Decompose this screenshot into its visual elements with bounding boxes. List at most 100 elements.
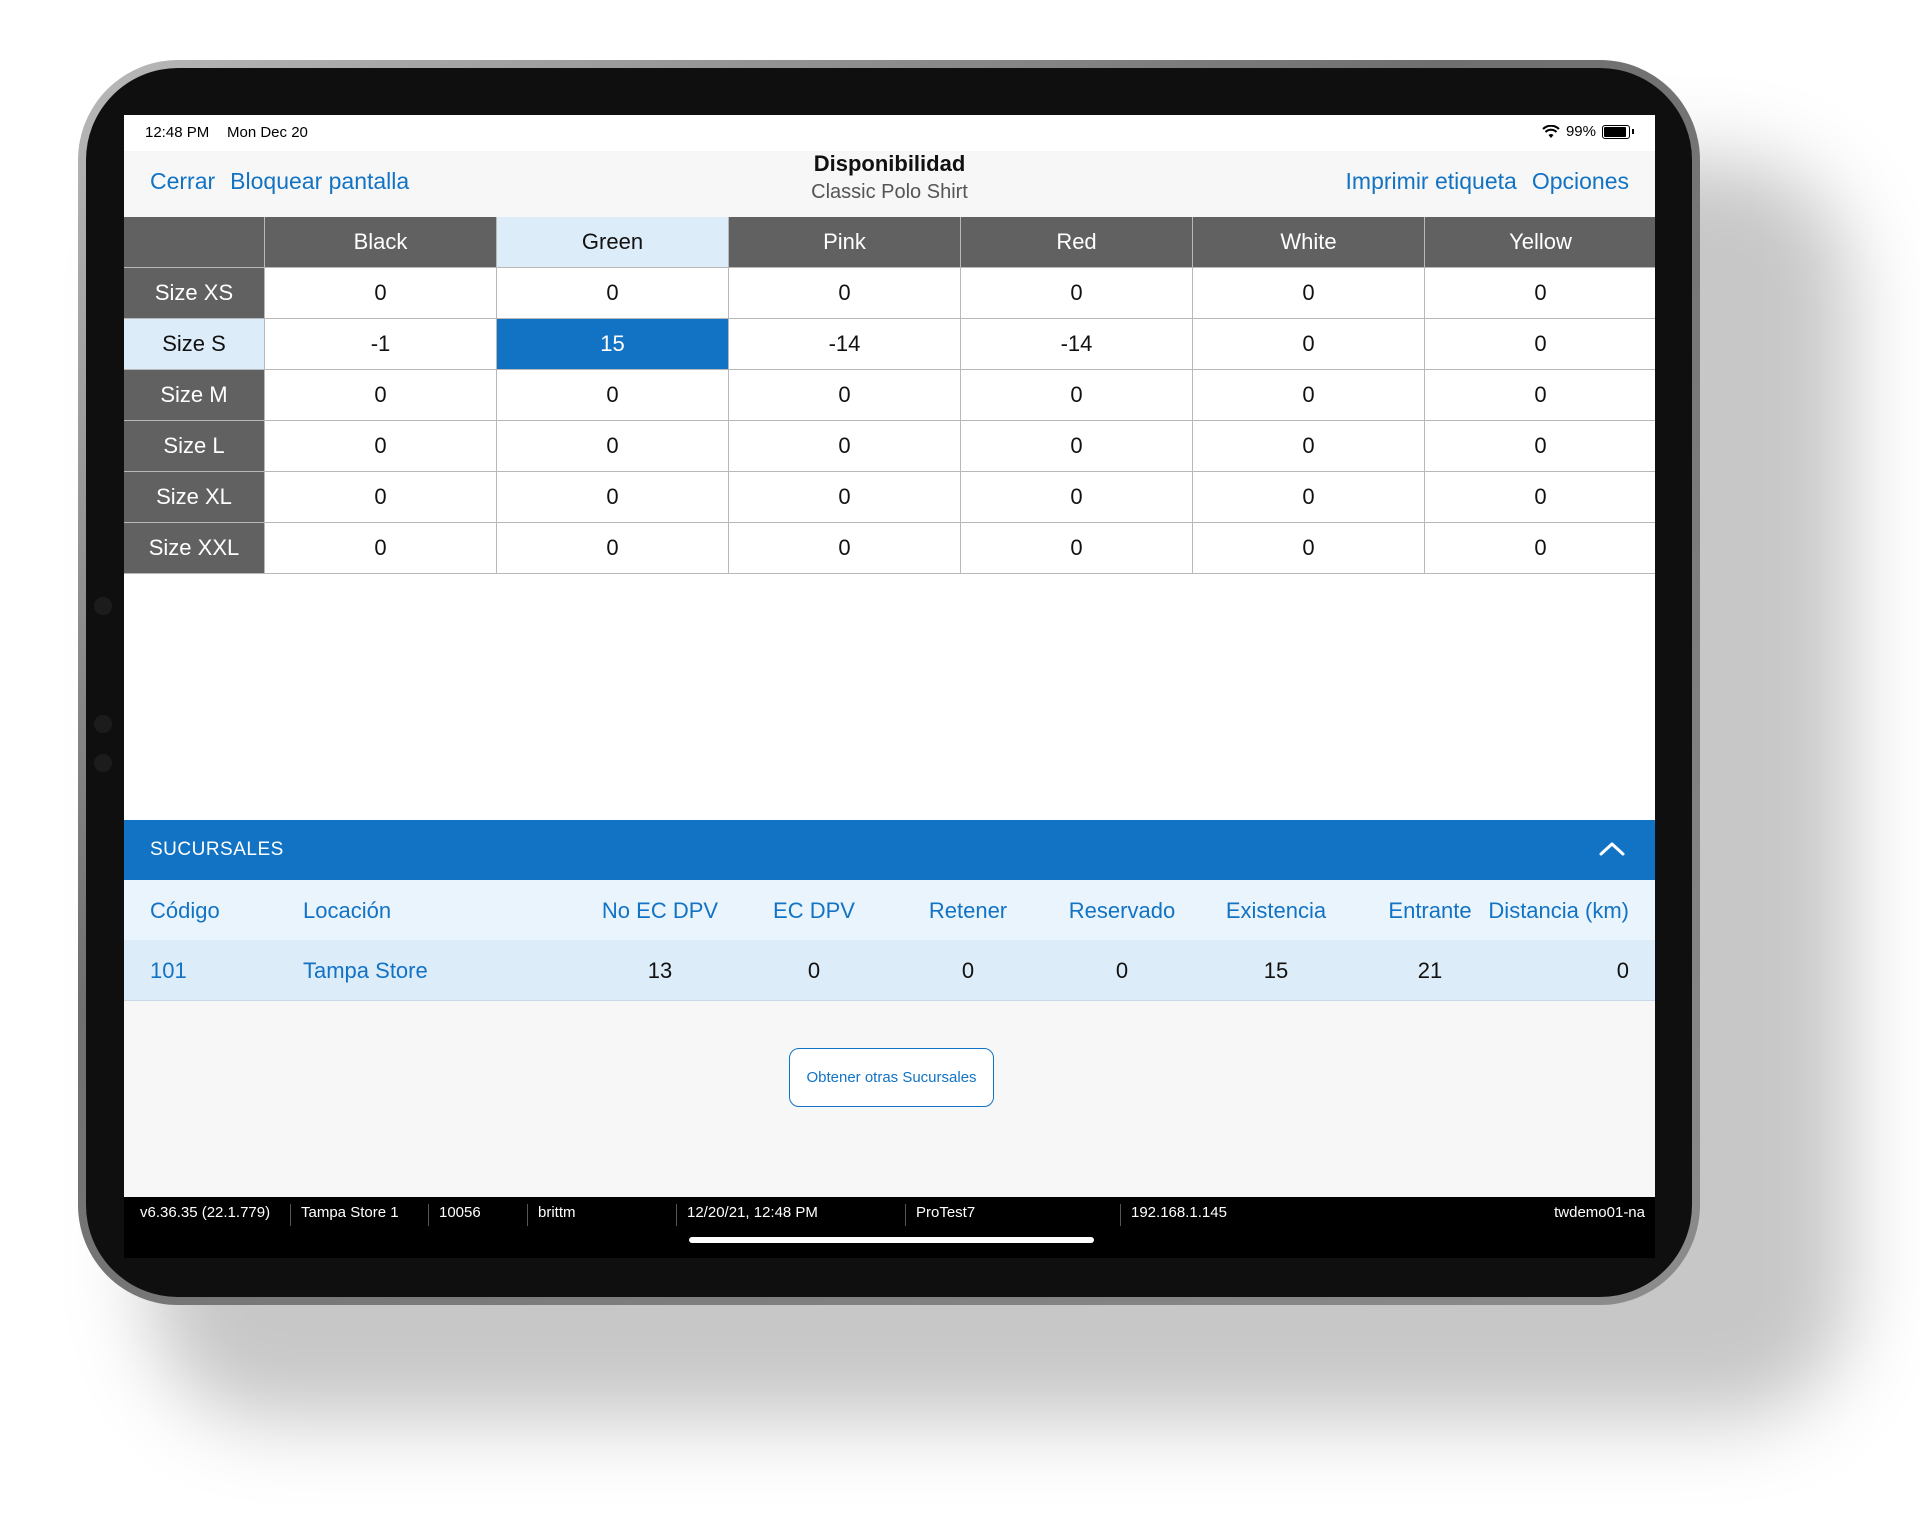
branch-entrante: 21 <box>1417 958 1443 983</box>
side-sensor <box>94 754 112 772</box>
branch-ec-dpv: 0 <box>807 958 821 983</box>
grid-cell[interactable]: 0 <box>497 370 729 421</box>
grid-cell[interactable]: 0 <box>961 370 1193 421</box>
column-header-yellow[interactable]: Yellow <box>1425 217 1655 268</box>
grid-cell[interactable]: 0 <box>1425 370 1655 421</box>
grid-cell[interactable]: 0 <box>1193 319 1425 370</box>
row-header[interactable]: Size S <box>124 319 265 370</box>
branch-distancia: 0 <box>1616 958 1629 983</box>
grid-cell[interactable]: 0 <box>729 472 961 523</box>
battery-percent: 99% <box>1565 123 1596 140</box>
side-sensor <box>94 715 112 733</box>
column-header-black[interactable]: Black <box>265 217 497 268</box>
grid-cell[interactable]: 0 <box>1425 523 1655 574</box>
header-no-ec-dpv[interactable]: No EC DPV <box>601 898 719 923</box>
grid-cell[interactable]: 0 <box>1193 268 1425 319</box>
branch-reservado: 0 <box>1115 958 1129 983</box>
grid-row-size-m: Size M 0 0 0 0 0 0 <box>124 370 1655 421</box>
branch-retener: 0 <box>961 958 975 983</box>
grid-cell[interactable]: 0 <box>1425 268 1655 319</box>
grid-header-row: Black Green Pink Red White Yellow <box>124 217 1655 268</box>
header-locacion[interactable]: Locación <box>303 898 392 923</box>
grid-cell[interactable]: 0 <box>497 472 729 523</box>
row-header[interactable]: Size XXL <box>124 523 265 574</box>
row-header[interactable]: Size XL <box>124 472 265 523</box>
footer-store: Tampa Store 1 <box>290 1204 399 1226</box>
row-header[interactable]: Size M <box>124 370 265 421</box>
chevron-up-icon[interactable] <box>1599 840 1625 856</box>
grid-cell[interactable]: 0 <box>265 523 497 574</box>
grid-cell[interactable]: 0 <box>265 472 497 523</box>
grid-row-size-xs: Size XS 0 0 0 0 0 0 <box>124 268 1655 319</box>
header-entrante[interactable]: Entrante <box>1388 898 1472 923</box>
grid-cell[interactable]: 0 <box>265 421 497 472</box>
grid-cell[interactable]: 0 <box>497 421 729 472</box>
grid-cell[interactable]: 0 <box>729 268 961 319</box>
grid-cell[interactable]: 0 <box>961 421 1193 472</box>
column-header-white[interactable]: White <box>1193 217 1425 268</box>
side-sensor <box>94 597 112 615</box>
branch-code[interactable]: 101 <box>150 958 187 983</box>
status-date: Mon Dec 20 <box>227 124 308 141</box>
table-row[interactable]: 101 Tampa Store 13 0 0 0 15 21 0 <box>124 940 1655 1001</box>
grid-row-size-xxl: Size XXL 0 0 0 0 0 0 <box>124 523 1655 574</box>
grid-row-size-l: Size L 0 0 0 0 0 0 <box>124 421 1655 472</box>
header-ec-dpv[interactable]: EC DPV <box>773 898 855 923</box>
header-existencia[interactable]: Existencia <box>1225 898 1327 923</box>
header-reservado[interactable]: Reservado <box>1068 898 1176 923</box>
header-codigo[interactable]: Código <box>150 898 220 923</box>
footer-device: ProTest7 <box>905 1204 975 1226</box>
branches-section-header[interactable]: SUCURSALES <box>124 820 1655 880</box>
battery-tip <box>1632 129 1634 134</box>
grid-cell[interactable]: 0 <box>729 523 961 574</box>
grid-cell[interactable]: 0 <box>1193 370 1425 421</box>
print-label-button[interactable]: Imprimir etiqueta <box>1345 168 1517 194</box>
grid-cell[interactable]: 0 <box>1425 319 1655 370</box>
header-retener[interactable]: Retener <box>928 898 1008 923</box>
options-button[interactable]: Opciones <box>1531 168 1629 194</box>
grid-cell[interactable]: 0 <box>961 472 1193 523</box>
grid-cell[interactable]: 0 <box>961 523 1193 574</box>
wifi-icon <box>1542 124 1560 138</box>
row-header[interactable]: Size L <box>124 421 265 472</box>
grid-cell[interactable]: 0 <box>497 268 729 319</box>
branch-no-ec-dpv: 13 <box>647 958 673 983</box>
grid-cell[interactable]: 0 <box>961 268 1193 319</box>
status-bar: 12:48 PM Mon Dec 20 99% <box>124 115 1655 151</box>
grid-cell[interactable]: -14 <box>729 319 961 370</box>
grid-cell[interactable]: 0 <box>265 370 497 421</box>
grid-corner <box>124 217 265 268</box>
close-button[interactable]: Cerrar <box>150 168 216 194</box>
grid-row-size-s: Size S -1 15 -14 -14 0 0 <box>124 319 1655 370</box>
row-header[interactable]: Size XS <box>124 268 265 319</box>
grid-cell[interactable]: 0 <box>1193 472 1425 523</box>
grid-cell[interactable]: 0 <box>1193 523 1425 574</box>
grid-cell[interactable]: -14 <box>961 319 1193 370</box>
column-header-pink[interactable]: Pink <box>729 217 961 268</box>
get-other-branches-button[interactable]: Obtener otras Sucursales <box>789 1048 994 1107</box>
grid-cell[interactable]: 0 <box>1425 472 1655 523</box>
grid-cell-selected[interactable]: 15 <box>497 319 729 370</box>
branches-title: SUCURSALES <box>150 839 284 860</box>
column-header-red[interactable]: Red <box>961 217 1193 268</box>
grid-cell[interactable]: -1 <box>265 319 497 370</box>
grid-cell[interactable]: 0 <box>1425 421 1655 472</box>
home-indicator[interactable] <box>689 1237 1094 1243</box>
grid-row-size-xl: Size XL 0 0 0 0 0 0 <box>124 472 1655 523</box>
grid-cell[interactable]: 0 <box>729 421 961 472</box>
lock-screen-button[interactable]: Bloquear pantalla <box>230 168 410 194</box>
grid-cell[interactable]: 0 <box>497 523 729 574</box>
footer-datetime: 12/20/21, 12:48 PM <box>676 1204 818 1226</box>
branch-location[interactable]: Tampa Store <box>303 958 428 983</box>
page-subtitle: Classic Polo Shirt <box>811 181 968 203</box>
grid-cell[interactable]: 0 <box>265 268 497 319</box>
footer-id: 10056 <box>428 1204 481 1226</box>
navigation-bar: Cerrar Bloquear pantalla Disponibilidad … <box>124 151 1655 217</box>
header-distancia[interactable]: Distancia (km) <box>1488 898 1629 923</box>
grid-cell[interactable]: 0 <box>729 370 961 421</box>
grid-cell[interactable]: 0 <box>1193 421 1425 472</box>
column-header-green[interactable]: Green <box>497 217 729 268</box>
footer-tenant: twdemo01-na <box>1554 1204 1645 1221</box>
battery-icon <box>1602 124 1630 139</box>
page-title: Disponibilidad <box>813 151 966 176</box>
